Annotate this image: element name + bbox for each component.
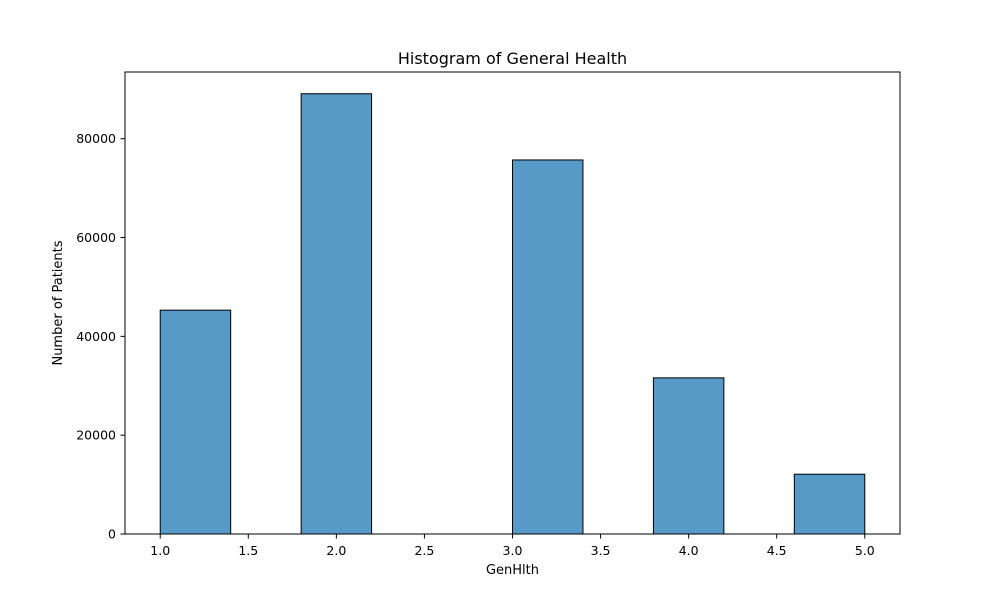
histogram-bar bbox=[300, 93, 373, 535]
y-axis-label: Number of Patients bbox=[51, 240, 66, 365]
chart-title: Histogram of General Health bbox=[398, 49, 627, 68]
x-tick-label: 5.0 bbox=[855, 543, 875, 558]
x-tick-label: 1.0 bbox=[150, 543, 170, 558]
y-tick-label: 20000 bbox=[76, 428, 116, 443]
x-axis-ticks: 1.0 1.5 2.0 2.5 3.0 3.5 4.0 4.5 5.0 bbox=[150, 534, 875, 558]
x-tick-label: 2.5 bbox=[414, 543, 434, 558]
histogram-bar bbox=[512, 159, 584, 535]
y-tick-label: 0 bbox=[108, 527, 116, 542]
histogram-bar bbox=[793, 473, 866, 535]
bars-layer bbox=[159, 93, 866, 535]
histogram-bar bbox=[652, 377, 725, 535]
x-tick-label: 3.5 bbox=[591, 543, 611, 558]
x-tick-label: 4.5 bbox=[767, 543, 787, 558]
y-tick-label: 80000 bbox=[76, 131, 116, 146]
x-tick-label: 4.0 bbox=[679, 543, 699, 558]
y-tick-label: 40000 bbox=[76, 329, 116, 344]
x-axis-label: GenHlth bbox=[486, 563, 539, 578]
x-tick-label: 3.0 bbox=[503, 543, 523, 558]
histogram-bar bbox=[159, 309, 232, 535]
y-tick-label: 60000 bbox=[76, 230, 116, 245]
y-axis-ticks: 0 20000 40000 60000 80000 bbox=[76, 131, 125, 542]
x-tick-label: 2.0 bbox=[326, 543, 346, 558]
x-tick-label: 1.5 bbox=[238, 543, 258, 558]
